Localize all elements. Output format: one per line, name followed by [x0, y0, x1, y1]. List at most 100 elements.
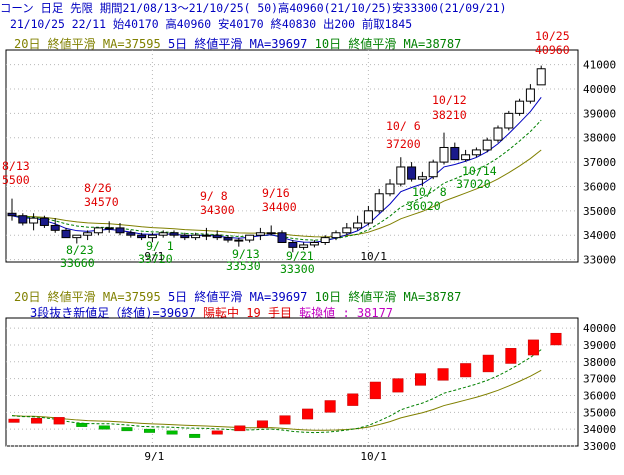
candle-body — [212, 234, 222, 239]
new-price-bar — [347, 393, 359, 406]
candle-body — [158, 232, 168, 236]
new-price-bar — [121, 427, 133, 432]
price-annotation: 10/ 8 — [412, 185, 447, 199]
ohlc-summary: 21/10/25 22/11 始40170 高40960 安40170 終408… — [10, 17, 413, 31]
new-price-value: 3段抜き新値足（終値)=39697 — [30, 306, 196, 320]
sub-plot-frame — [5, 317, 579, 447]
candle-body — [461, 154, 471, 161]
x-tick-label: 10/1 — [360, 450, 387, 463]
price-annotation: 37200 — [386, 137, 421, 151]
price-annotation: 36020 — [406, 199, 441, 213]
price-annotation: 34300 — [200, 203, 235, 217]
new-price-bar — [437, 368, 449, 381]
candle-body — [288, 242, 298, 248]
candle-body — [115, 227, 125, 234]
price-annotation: 33530 — [226, 259, 261, 273]
header-line-1: コーン 日足 先限 期間21/08/13～21/10/25( 50)高40960… — [0, 0, 622, 16]
main-plot-frame — [5, 49, 579, 263]
y-tick-label: 36000 — [583, 389, 616, 402]
y-tick-label: 39000 — [583, 107, 616, 120]
price-annotation: 9/ 1 — [146, 239, 174, 253]
candle-body — [83, 232, 93, 236]
price-annotation: 34570 — [84, 195, 119, 209]
y-tick-label: 40000 — [583, 83, 616, 96]
price-annotation: 37020 — [456, 177, 491, 191]
new-price-bar — [527, 339, 539, 356]
reversal-value: 転換値 : 38177 — [299, 306, 394, 320]
candle-body — [428, 161, 438, 178]
price-annotation: 40960 — [535, 43, 570, 57]
candle-body — [536, 68, 546, 86]
ma20-line — [11, 149, 542, 238]
new-price-bar — [98, 425, 110, 430]
price-annotation: 9/16 — [262, 186, 290, 200]
legend-ma20: 20日 終値平滑 MA=37595 — [14, 290, 161, 304]
price-annotation: 38210 — [432, 108, 467, 122]
new-price-bar — [482, 354, 494, 373]
header-title: コーン 日足 先限 期間21/08/13～21/10/25( 50)高40960… — [0, 1, 507, 15]
y-tick-label: 38000 — [583, 356, 616, 369]
candle-body — [320, 237, 330, 244]
y-tick-label: 37000 — [583, 373, 616, 386]
candle-body — [331, 232, 341, 239]
legend-ma10: 10日 終値平滑 MA=38787 — [314, 37, 462, 51]
candle-body — [482, 139, 492, 151]
candle-body — [29, 217, 39, 224]
candle-body — [385, 183, 395, 195]
candle-body — [234, 239, 244, 242]
new-price-bar — [256, 420, 268, 428]
candle-body — [180, 234, 190, 239]
candle-body — [137, 234, 147, 239]
price-annotation: 34400 — [262, 200, 297, 214]
header-line-2: 21/10/25 22/11 始40170 高40960 安40170 終408… — [0, 16, 622, 32]
sub-ma20-line — [11, 369, 542, 431]
y-tick-label: 37000 — [583, 156, 616, 169]
candle-body — [471, 149, 481, 156]
new-price-bar — [31, 417, 43, 424]
y-tick-label: 35000 — [583, 406, 616, 419]
y-tick-label: 34000 — [583, 229, 616, 242]
new-price-bar — [415, 373, 426, 386]
candle-body — [39, 217, 49, 226]
y-tick-label: 33000 — [583, 440, 616, 453]
candle-body — [396, 166, 406, 185]
candle-body — [104, 227, 114, 230]
y-tick-label: 39000 — [583, 339, 616, 352]
candle-body — [61, 229, 71, 239]
candle-body — [450, 146, 460, 161]
y-tick-label: 40000 — [583, 322, 616, 335]
legend-ma10: 10日 終値平滑 MA=38787 — [314, 290, 462, 304]
sub-legend: 20日 終値平滑 MA=37595 5日 終値平滑 MA=39697 10日 終… — [14, 288, 461, 305]
new-price-bar — [279, 415, 291, 425]
candle-body — [309, 242, 319, 246]
legend-ma20: 20日 終値平滑 MA=37595 — [14, 37, 161, 51]
candle-body — [299, 244, 309, 248]
price-annotation: 33660 — [60, 256, 95, 270]
candle-body — [223, 237, 233, 241]
candle-body — [439, 146, 449, 163]
new-price-bar — [302, 408, 314, 420]
new-price-bar — [166, 430, 178, 435]
new-price-bar — [189, 433, 201, 438]
new-price-bar — [505, 348, 517, 364]
price-annotation: 10/ 6 — [386, 119, 421, 133]
x-tick-label: 10/1 — [360, 250, 387, 263]
candle-body — [191, 234, 201, 239]
sub-ma10-line — [11, 349, 542, 434]
new-price-bar — [234, 425, 246, 432]
y-tick-label: 35000 — [583, 205, 616, 218]
y-tick-label: 38000 — [583, 132, 616, 145]
legend-ma5: 5日 終値平滑 MA=39697 — [167, 37, 308, 51]
legend-ma5: 5日 終値平滑 MA=39697 — [167, 290, 308, 304]
price-annotation: 10/14 — [462, 164, 497, 178]
candle-body — [201, 234, 211, 237]
price-annotation: 8/23 — [66, 243, 94, 257]
y-tick-label: 41000 — [583, 59, 616, 72]
new-price-bar — [324, 400, 336, 413]
new-price-bar — [8, 418, 20, 423]
candle-body — [7, 212, 17, 217]
candle-body — [169, 232, 179, 236]
candle-body — [417, 176, 427, 180]
candle-body — [493, 127, 503, 141]
